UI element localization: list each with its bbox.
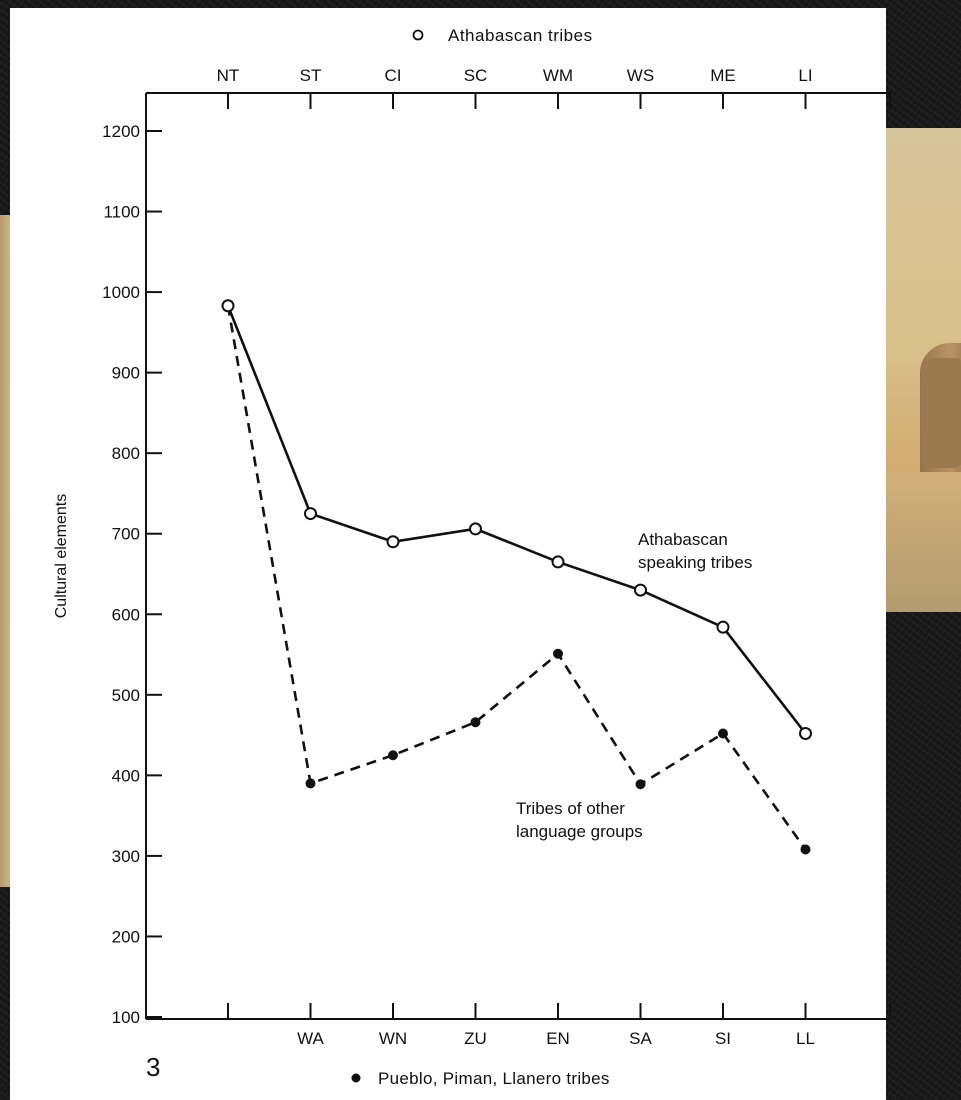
series-line-other-language-groups — [226, 305, 807, 851]
data-point-athabascan — [469, 522, 482, 536]
series-annotation: language groups — [516, 822, 643, 841]
photo-ground — [886, 472, 961, 612]
bottom-tick-label: EN — [546, 1029, 570, 1048]
bottom-tick-label: SA — [629, 1029, 652, 1048]
top-tick-label: SC — [464, 66, 488, 85]
data-point-athabascan — [634, 583, 647, 597]
data-point-other-language-groups — [718, 728, 728, 739]
data-point-athabascan — [221, 299, 235, 313]
data-point-athabascan — [386, 535, 400, 549]
top-legend-label: Athabascan tribes — [448, 26, 593, 45]
photo-figure-head — [921, 358, 961, 468]
figure-number: 3 — [146, 1052, 161, 1082]
top-tick-label: LI — [798, 66, 812, 85]
series-annotation: Athabascan — [638, 530, 728, 549]
y-tick-label: 900 — [112, 364, 140, 383]
top-tick-label: WM — [543, 66, 573, 85]
data-point-athabascan — [551, 555, 565, 569]
bottom-tick-label: WA — [297, 1029, 324, 1048]
y-tick-label: 1100 — [103, 203, 140, 222]
y-tick-label: 200 — [112, 927, 140, 946]
y-axis-label: Cultural elements — [53, 494, 70, 619]
top-legend-marker — [412, 29, 424, 41]
y-tick-label: 300 — [112, 847, 140, 866]
bottom-legend-marker — [351, 1073, 361, 1083]
chart-sheet — [10, 8, 886, 1100]
top-tick-label: WS — [627, 66, 654, 85]
bottom-tick-label: ZU — [464, 1029, 487, 1048]
y-tick-label: 100 — [112, 1008, 140, 1027]
y-tick-label: 600 — [112, 605, 140, 624]
bottom-tick-label: WN — [379, 1029, 407, 1048]
data-point-athabascan — [716, 620, 730, 634]
background-photo-right — [886, 128, 961, 612]
y-tick-label: 800 — [112, 444, 140, 463]
y-tick-label: 1000 — [102, 283, 140, 302]
bottom-tick-label: SI — [715, 1029, 731, 1048]
data-point-other-language-groups — [635, 779, 646, 790]
top-tick-label: ME — [710, 66, 736, 85]
data-point-athabascan — [799, 726, 812, 740]
data-point-other-language-groups — [470, 717, 481, 728]
top-tick-label: NT — [217, 66, 240, 85]
y-tick-label: 400 — [112, 766, 140, 785]
data-point-other-language-groups — [305, 778, 316, 789]
y-tick-label: 1200 — [102, 122, 140, 141]
series-annotation: Tribes of other — [516, 799, 625, 818]
data-point-other-language-groups — [388, 750, 398, 761]
bottom-legend-label: Pueblo, Piman, Llanero tribes — [378, 1069, 610, 1088]
top-tick-label: ST — [300, 66, 322, 85]
y-tick-label: 700 — [112, 525, 140, 544]
series-line-athabascan — [226, 305, 807, 735]
top-tick-label: CI — [385, 66, 402, 85]
y-tick-label: 500 — [112, 686, 140, 705]
data-point-other-language-groups — [800, 844, 811, 855]
data-point-athabascan — [304, 507, 317, 521]
series-annotation: speaking tribes — [638, 553, 752, 572]
data-point-other-language-groups — [553, 648, 563, 659]
bottom-tick-label: LL — [796, 1029, 815, 1048]
